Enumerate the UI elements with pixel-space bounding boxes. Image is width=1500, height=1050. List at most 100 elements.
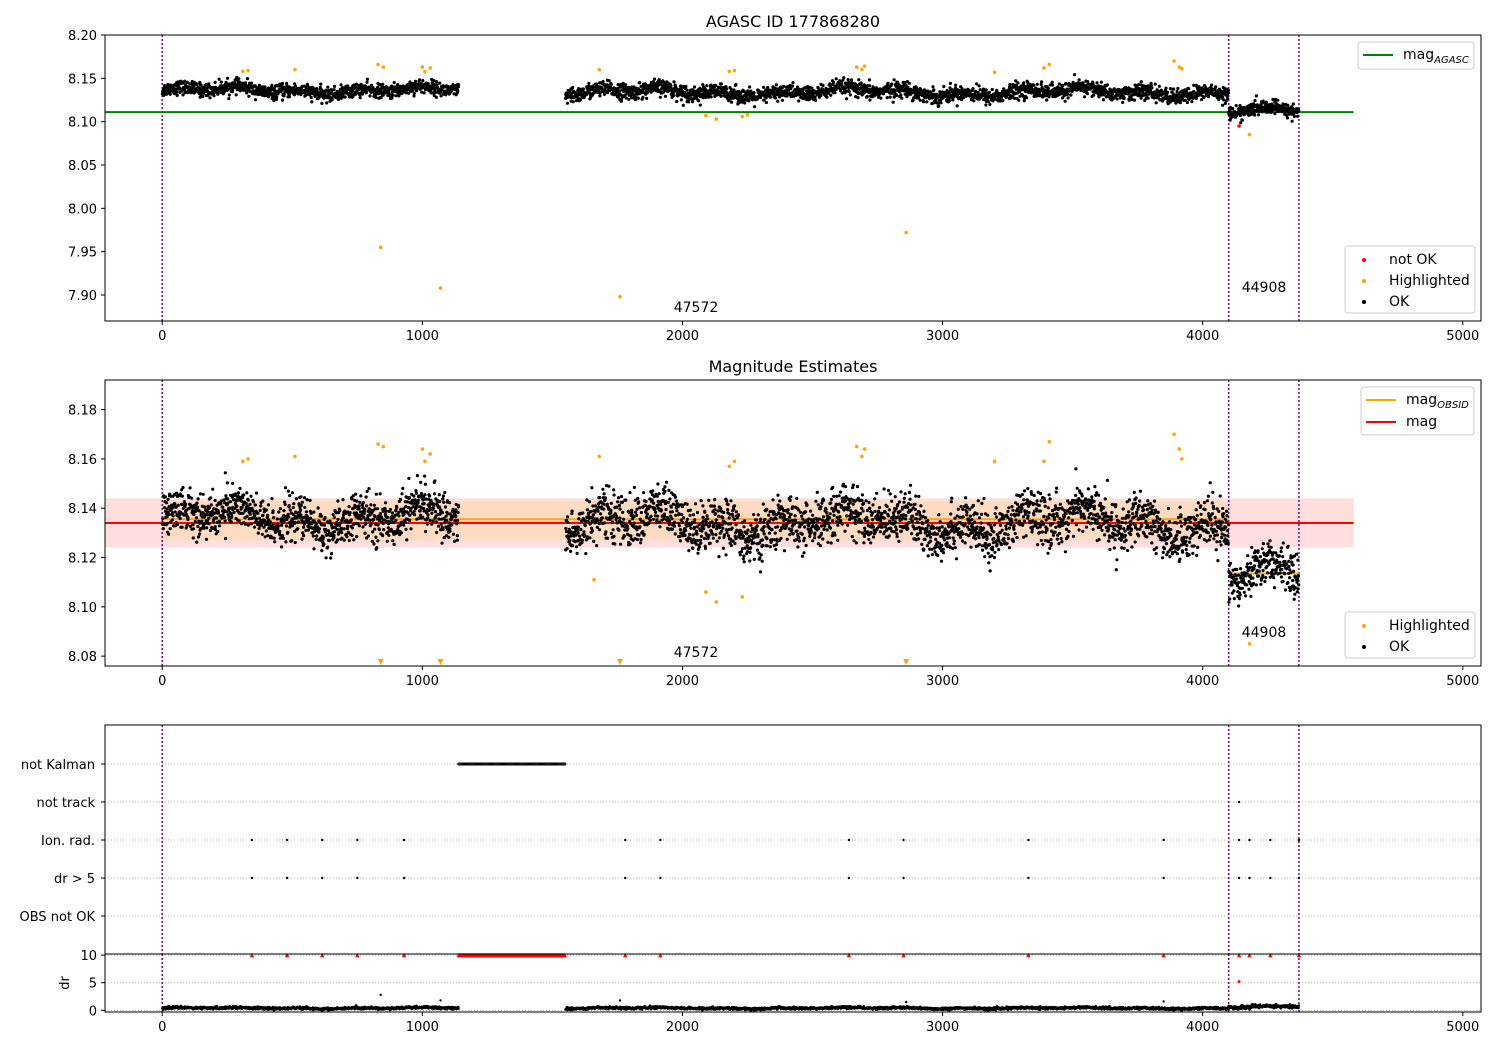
panel2-ok-0-point [303, 505, 307, 509]
panel2-ok-1-point [575, 551, 579, 556]
panel1-ok-1-point [571, 100, 575, 104]
panel2-ok-1-point [639, 541, 643, 545]
panel2-ok-0-point [414, 491, 419, 495]
panel2-ok-1-point [637, 500, 641, 504]
panel2-ok-0-point [284, 524, 289, 528]
panel2-ok-1-point [587, 500, 592, 504]
panel2-ok-0-point [358, 500, 362, 504]
panel1-ok-1-point [1069, 93, 1073, 97]
panel1-ok-1-point [1226, 96, 1230, 100]
panel2-ok-0-point [260, 532, 264, 536]
panel2-ok-0-point [384, 509, 388, 513]
panel2-ok-0-point [374, 492, 378, 496]
panel2-ok-1-point [566, 520, 570, 524]
panel1-highlighted-point-3 [376, 62, 380, 67]
panel1-ok-1-point [954, 83, 958, 87]
panel2-ok-0-point [404, 527, 408, 531]
panel2-ok-0-point [385, 515, 390, 519]
panel2-ok-1-point [568, 538, 572, 542]
panel2-ok-1-point [615, 516, 619, 520]
panel1-ok-1-point [641, 95, 645, 99]
panel2-ok-0-point [278, 529, 282, 533]
panel1-ok-0-point [225, 76, 230, 80]
panel1-ok-0-point [323, 91, 327, 95]
panel2-ok-0-point [405, 500, 410, 504]
panel1-ok-1-point [821, 83, 825, 88]
panel1-ok-1-point [729, 87, 733, 91]
panel1-ok-0-point [282, 92, 286, 96]
panel1-ok-1-point [1200, 98, 1204, 102]
panel2-ok-1-point [624, 498, 628, 502]
panel2-ok-0-point [175, 523, 179, 527]
panel2-ok-0-point [443, 505, 448, 509]
panel2-ok-0-point [454, 515, 458, 519]
panel1-ok-1-point [748, 85, 752, 89]
panel2-ok-1-point [584, 552, 588, 556]
panel2-ok-0-point [290, 491, 294, 495]
panel2-ok-1-point [641, 530, 645, 534]
panel2-ok-0-point [363, 531, 367, 535]
panel1-ok-1-point [1165, 90, 1170, 94]
panel2-ok-0-point [195, 501, 199, 505]
panel1-ok-1-point [768, 95, 773, 99]
panel2-ok-0-point [372, 518, 376, 522]
panel1-ok-2-point [1234, 104, 1238, 108]
panel1-ok-0-point [271, 94, 275, 98]
panel1-ok-0-point [379, 96, 383, 100]
panel2-ok-1-point [585, 508, 590, 512]
panel1-highlighted-point-28 [904, 230, 908, 235]
panel1-ok-1-point [679, 98, 684, 102]
panel2-ok-1-point [606, 536, 610, 540]
panel2-ok-0-point [433, 479, 437, 483]
panel2-ok-0-point [435, 530, 439, 535]
panel1-ok-1-point [776, 99, 780, 103]
panel2-ok-1-point [634, 513, 639, 518]
panel1-ok-0-point [245, 77, 250, 81]
panel1-ok-0-point [369, 83, 374, 87]
panel2-ok-1-point [588, 522, 592, 526]
panel2-ok-0-point [382, 528, 386, 532]
panel2-ok-0-point [294, 497, 298, 501]
panel1-ok-2-point [1285, 116, 1289, 120]
panel1-ok-1-point [960, 87, 964, 91]
panel2-ok-0-point [450, 522, 454, 527]
panel1-ok-0-point [293, 91, 297, 95]
panel1-ok-0-point [457, 83, 461, 87]
panel2-ok-0-point [335, 521, 339, 525]
panel2-ok-0-point [205, 526, 209, 530]
panel1-ok-1-point [1152, 96, 1156, 100]
panel2-ok-0-point [349, 518, 353, 522]
panel1-ok-0-point [234, 82, 238, 86]
panel1-ok-0-point [339, 83, 343, 87]
panel1-ok-0-point [207, 82, 211, 86]
panel2-ok-0-point [439, 522, 443, 526]
panel2-ok-1-point [635, 528, 639, 532]
panel2-ok-0-point [196, 535, 201, 539]
panel1-ok-1-point [797, 99, 801, 103]
panel1-ok-1-point [848, 93, 852, 97]
panel1-ok-1-point [672, 80, 676, 84]
panel2-ok-0-point [248, 512, 252, 516]
panel2-ok-0-point [312, 547, 316, 551]
panel2-ok-1-point [577, 517, 581, 521]
panel2-ok-0-point [414, 489, 418, 493]
panel2-ok-0-point [196, 505, 200, 509]
panel1-ok-0-point [391, 93, 395, 97]
panel1-ok-1-point [1035, 82, 1039, 86]
panel1-ok-0-point [175, 90, 179, 94]
panel2-ok-0-point [335, 527, 339, 531]
panel1-ok-1-point [601, 80, 605, 84]
panel1-ok-1-point [594, 82, 599, 86]
panel1-ok-1-point [1185, 100, 1189, 105]
panel2-ok-1-point [626, 527, 630, 531]
panel1-ok-1-point [627, 97, 631, 101]
panel2-ok-0-point [348, 510, 352, 515]
panel2-ok-0-point [402, 523, 406, 527]
panel1-ok-1-point [1099, 80, 1103, 84]
panel2-ok-1-point [610, 520, 615, 524]
panel1-ok-1-point [868, 84, 872, 88]
panel2-ok-0-point [380, 515, 384, 519]
panel2-ok-0-point [191, 536, 195, 540]
panel1-ok-1-point [1022, 81, 1026, 85]
